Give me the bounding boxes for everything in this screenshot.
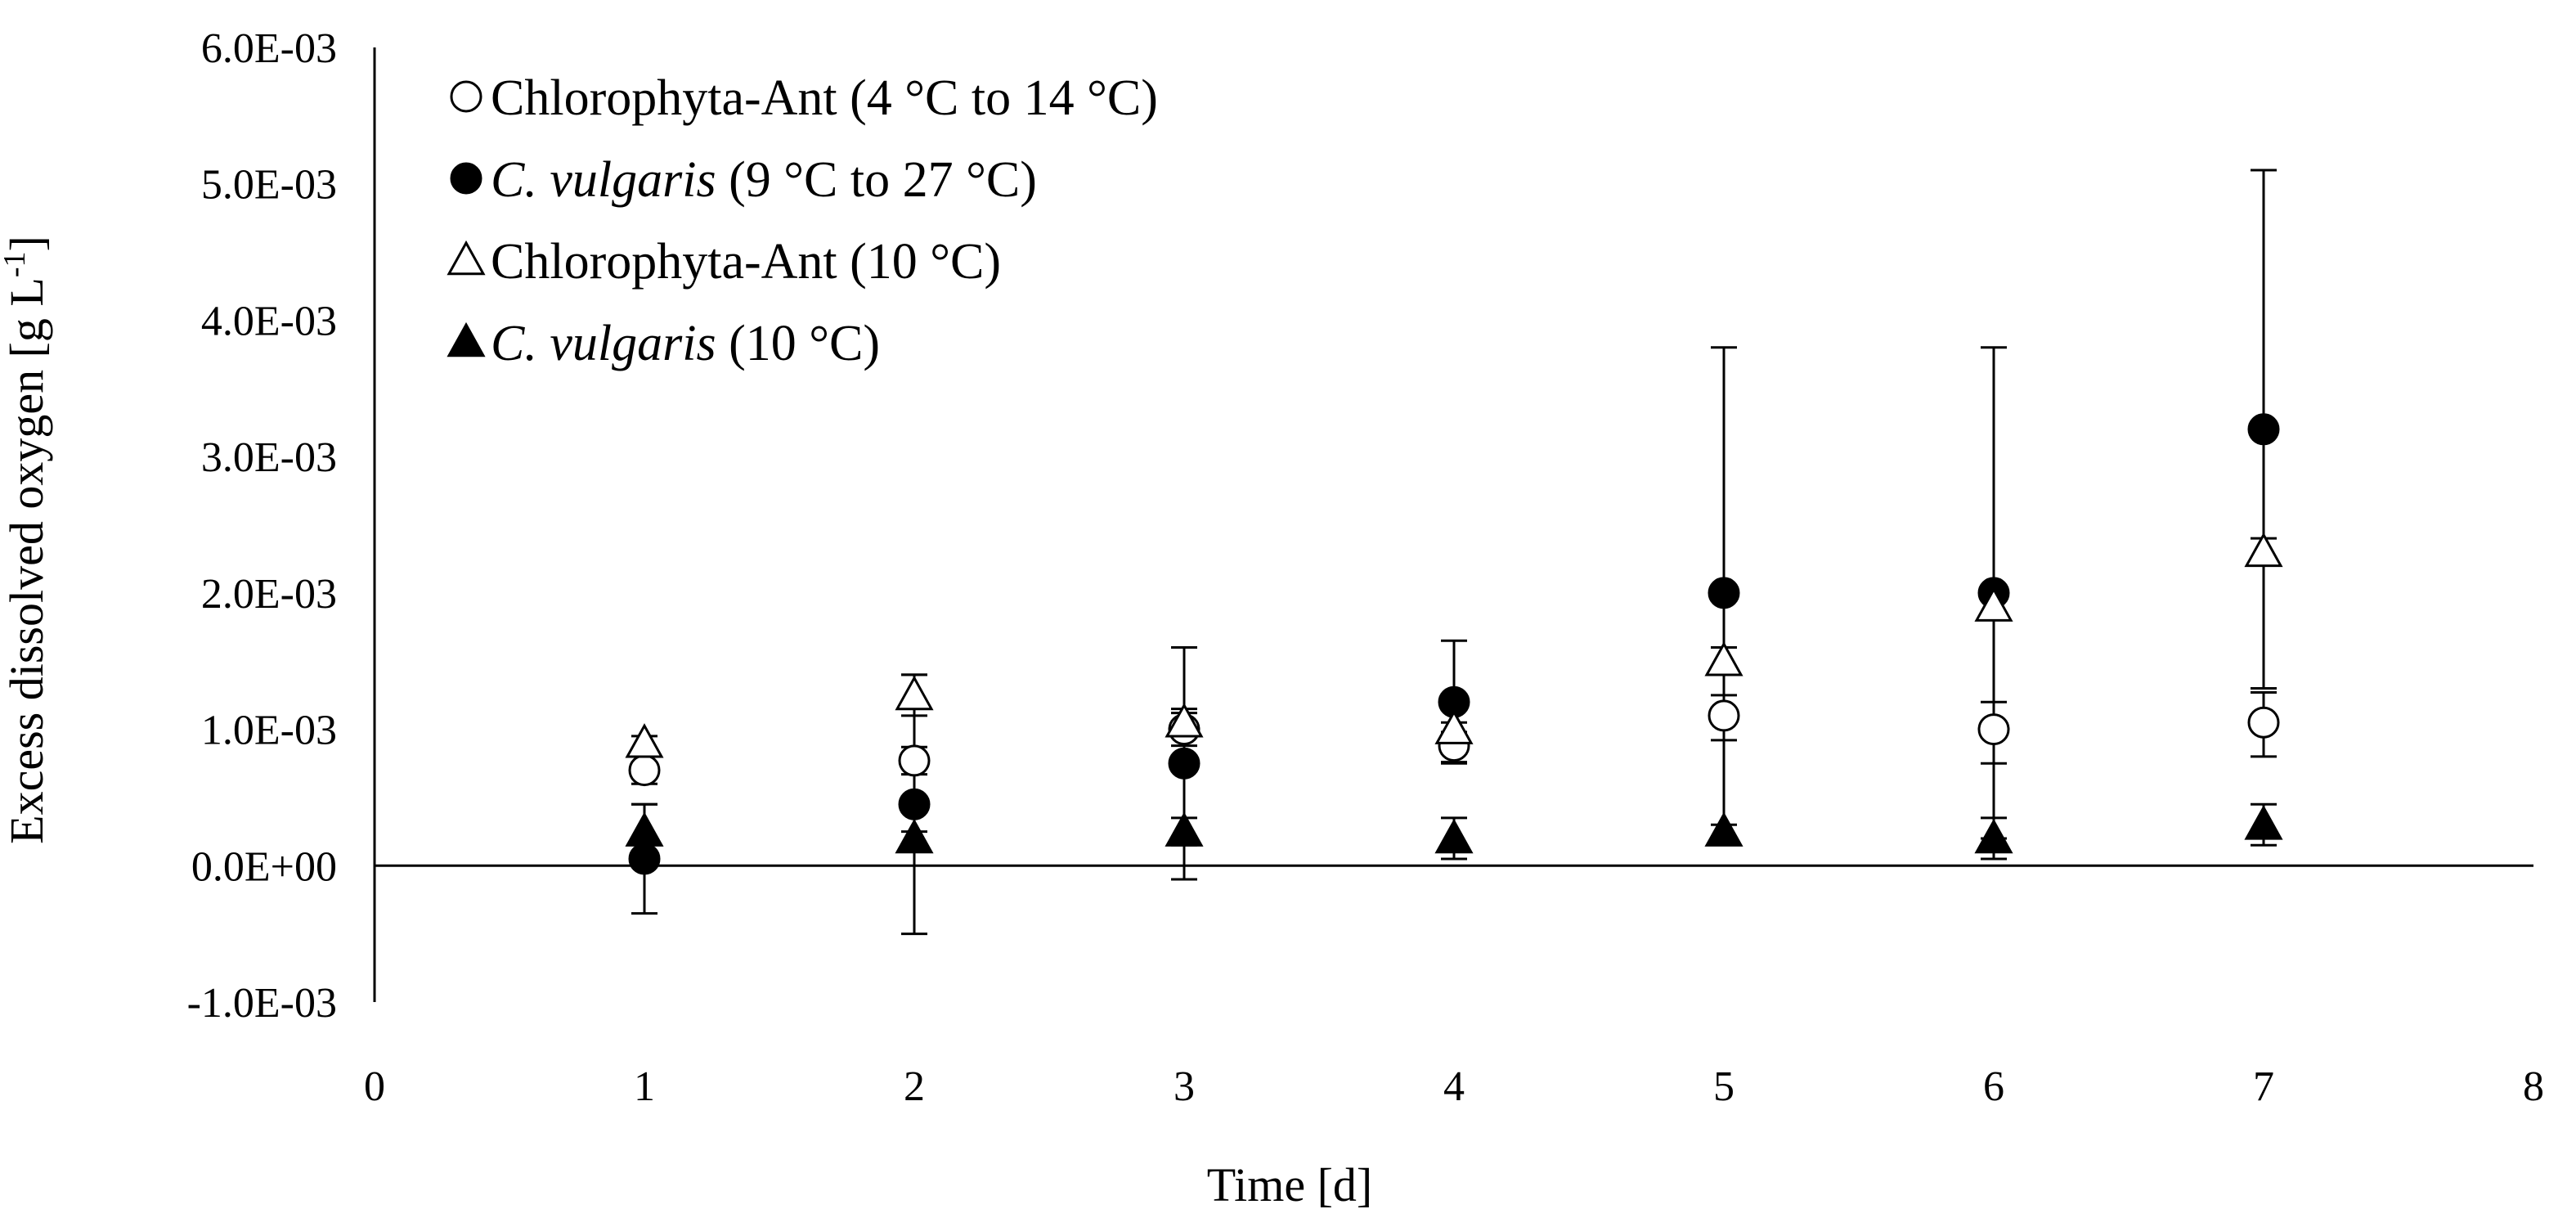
legend-label-part: C. vulgaris (491, 152, 716, 208)
x-tick-label: 3 (1174, 1063, 1195, 1110)
data-point (628, 754, 661, 787)
legend-marker (447, 321, 486, 357)
data-point (898, 788, 931, 820)
y-tick-label: -1.0E-03 (187, 980, 337, 1027)
x-tick-label: 0 (364, 1063, 385, 1110)
data-point (1704, 641, 1744, 676)
legend-label-part: Chlorophyta-Ant (4 °C to 14 °C) (491, 70, 1158, 126)
y-tick-label: 0.0E+00 (191, 843, 337, 890)
y-tick-label: 5.0E-03 (201, 162, 337, 209)
x-tick-labels: 0 1 2 3 4 5 6 7 8 (364, 1063, 2544, 1110)
y-tick-label: 3.0E-03 (201, 434, 337, 481)
data-point (625, 811, 664, 847)
y-tick-label: 1.0E-03 (201, 708, 337, 754)
x-tick-label: 8 (2523, 1063, 2544, 1110)
x-tick-label: 1 (634, 1063, 655, 1110)
data-point (1168, 747, 1200, 780)
legend-label-part: (10 °C) (716, 316, 880, 371)
legend-entry-c-vulgaris-10c: C. vulgaris (10 °C) (447, 316, 880, 371)
y-axis-title-main: Excess dissolved oxygen [g L (0, 277, 53, 844)
legend: Chlorophyta-Ant (4 °C to 14 °C) C. vulgar… (447, 70, 1158, 371)
legend-entry-chlorophyta-variable-temp: Chlorophyta-Ant (4 °C to 14 °C) (450, 70, 1158, 126)
data-point (1974, 587, 2013, 622)
x-tick-label: 5 (1713, 1063, 1735, 1110)
data-point (2244, 805, 2283, 840)
data-point (2247, 706, 2280, 739)
x-tick-label: 2 (904, 1063, 925, 1110)
x-tick-label: 7 (2253, 1063, 2274, 1110)
data-point (1977, 713, 2010, 746)
series-c-vulgaris-10c (625, 805, 2283, 854)
axes (373, 47, 2533, 1002)
legend-label: C. vulgaris (9 °C to 27 °C) (491, 152, 1037, 208)
legend-marker (447, 240, 486, 276)
data-point (1704, 811, 1744, 847)
data-point (1974, 818, 2013, 854)
y-axis-title: Excess dissolved oxygen [g L-1] (0, 236, 53, 844)
legend-entry-c-vulgaris-variable-temp: C. vulgaris (9 °C to 27 °C) (450, 152, 1037, 208)
data-point (1708, 699, 1740, 732)
series-layer (625, 169, 2283, 936)
legend-label-part: Chlorophyta-Ant (10 °C) (491, 234, 1001, 290)
data-point (625, 723, 664, 758)
legend-marker (450, 162, 482, 195)
y-tick-label: 6.0E-03 (201, 25, 337, 72)
x-axis-title: Time [d] (1207, 1158, 1373, 1211)
data-point (1165, 703, 1204, 738)
legend-entry-chlorophyta-10c: Chlorophyta-Ant (10 °C) (447, 234, 1001, 290)
data-point (2247, 413, 2280, 446)
y-tick-label: 4.0E-03 (201, 298, 337, 344)
data-point (898, 744, 931, 777)
data-point (1708, 577, 1740, 609)
data-point (895, 675, 934, 711)
data-point (1434, 818, 1474, 854)
x-tick-label: 4 (1443, 1063, 1465, 1110)
data-point (895, 818, 934, 854)
x-tick-label: 6 (1983, 1063, 2004, 1110)
y-tick-labels: -1.0E-03 0.0E+00 1.0E-03 2.0E-03 3.0E-03 4.0E… (187, 25, 337, 1027)
legend-label: Chlorophyta-Ant (10 °C) (491, 234, 1001, 290)
data-point (628, 843, 661, 875)
legend-label: C. vulgaris (10 °C) (491, 316, 880, 371)
legend-label-part: C. vulgaris (491, 316, 716, 371)
y-axis-title-close: ] (0, 236, 53, 251)
data-point (1434, 709, 1474, 744)
data-point (2244, 532, 2283, 568)
y-tick-label: 2.0E-03 (201, 571, 337, 618)
legend-label-part: (9 °C to 27 °C) (716, 152, 1037, 208)
series-chlorophyta-10c (625, 532, 2283, 758)
legend-label: Chlorophyta-Ant (4 °C to 14 °C) (491, 70, 1158, 126)
y-axis-title-superscript: -1 (0, 252, 32, 278)
data-point (1165, 811, 1204, 847)
legend-marker (450, 80, 482, 113)
